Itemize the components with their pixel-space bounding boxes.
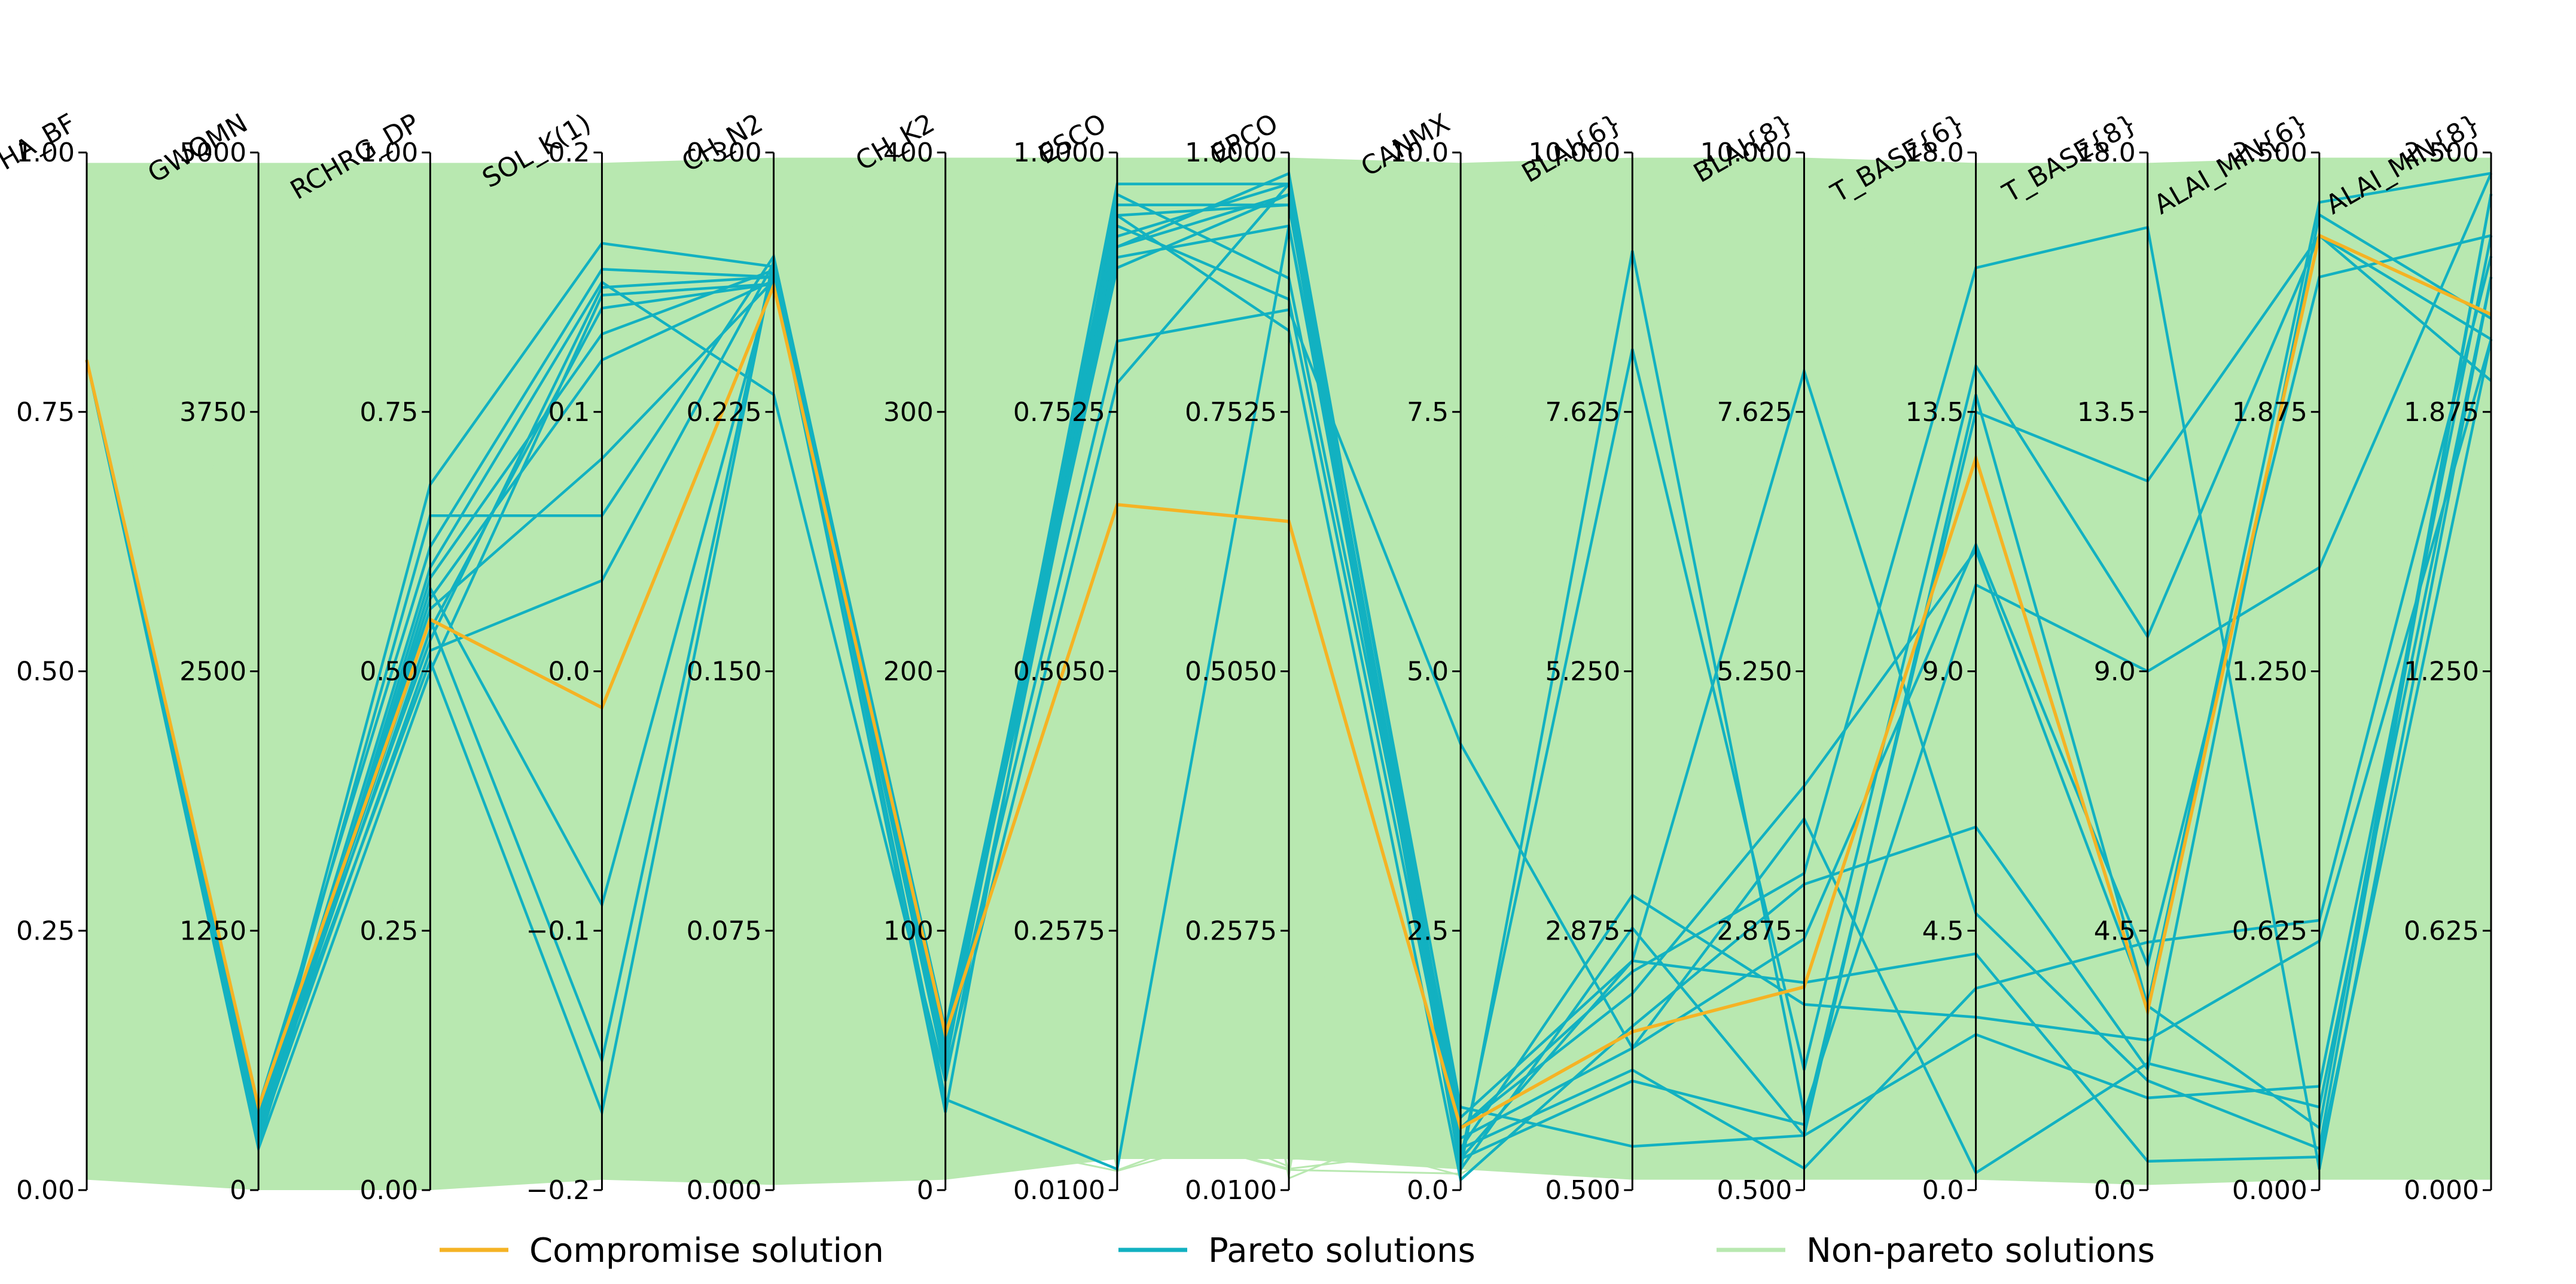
tick-label: 1.0000 xyxy=(1185,138,1277,168)
tick-label: −0.2 xyxy=(526,1175,590,1206)
tick-label: 10.0 xyxy=(1390,138,1449,168)
tick-label: 13.5 xyxy=(2077,397,2136,428)
tick-label: 1.00 xyxy=(16,138,75,168)
tick-label: 1.875 xyxy=(2232,397,2307,428)
tick-label: 0.0100 xyxy=(1013,1175,1105,1206)
tick-label: −0.1 xyxy=(526,916,590,946)
tick-label: 300 xyxy=(883,397,934,428)
tick-label: 0 xyxy=(230,1175,246,1206)
tick-label: 0.25 xyxy=(359,916,418,946)
tick-label: 0.7525 xyxy=(1013,397,1105,428)
tick-label: 200 xyxy=(883,657,934,687)
tick-label: 0.0 xyxy=(548,657,590,687)
tick-label: 0.150 xyxy=(687,657,762,687)
tick-label: 0.000 xyxy=(687,1175,762,1206)
tick-label: 5.250 xyxy=(1545,657,1620,687)
tick-label: 0.1 xyxy=(548,397,590,428)
tick-label: 0.5050 xyxy=(1013,657,1105,687)
tick-label: 100 xyxy=(883,916,934,946)
tick-label: 0.500 xyxy=(1717,1175,1792,1206)
tick-label: 18.0 xyxy=(2077,138,2136,168)
tick-label: 4.5 xyxy=(2094,916,2136,946)
tick-label: 2500 xyxy=(179,657,246,687)
tick-label: 5000 xyxy=(179,138,246,168)
tick-label: 0.0 xyxy=(2094,1175,2136,1206)
tick-label: 0.75 xyxy=(16,397,75,428)
tick-label: 0.625 xyxy=(2232,916,2307,946)
tick-label: 0 xyxy=(917,1175,934,1206)
tick-label: 7.625 xyxy=(1545,397,1620,428)
legend-label-compromise: Compromise solution xyxy=(529,1231,884,1270)
tick-label: 2.5 xyxy=(1407,916,1449,946)
tick-label: 0.2575 xyxy=(1013,916,1105,946)
tick-label: 0.000 xyxy=(2232,1175,2307,1206)
tick-label: 10.000 xyxy=(1528,138,1620,168)
tick-label: 18.0 xyxy=(1906,138,1964,168)
tick-label: 4.5 xyxy=(1922,916,1964,946)
tick-label: 10.000 xyxy=(1700,138,1792,168)
tick-label: 5.0 xyxy=(1407,657,1449,687)
tick-label: 0.300 xyxy=(687,138,762,168)
tick-label: 1.875 xyxy=(2404,397,2479,428)
tick-label: 1.250 xyxy=(2404,657,2479,687)
legend-label-non-pareto: Non-pareto solutions xyxy=(1806,1231,2155,1270)
tick-label: 0.50 xyxy=(359,657,418,687)
tick-label: 0.5050 xyxy=(1185,657,1277,687)
tick-label: 7.5 xyxy=(1407,397,1449,428)
tick-label: 9.0 xyxy=(2094,657,2136,687)
tick-label: 0.00 xyxy=(16,1175,75,1206)
tick-label: 0.0100 xyxy=(1185,1175,1277,1206)
tick-label: 0.00 xyxy=(359,1175,418,1206)
tick-label: 2.875 xyxy=(1545,916,1620,946)
tick-label: 1250 xyxy=(179,916,246,946)
tick-label: 0.25 xyxy=(16,916,75,946)
tick-label: 0.50 xyxy=(16,657,75,687)
tick-label: 0.225 xyxy=(687,397,762,428)
tick-label: 5.250 xyxy=(1717,657,1792,687)
tick-label: 0.7525 xyxy=(1185,397,1277,428)
tick-label: 9.0 xyxy=(1922,657,1964,687)
tick-label: 0.075 xyxy=(687,916,762,946)
tick-label: 400 xyxy=(883,138,934,168)
tick-label: 0.000 xyxy=(2404,1175,2479,1206)
tick-label: 3750 xyxy=(179,397,246,428)
tick-label: 1.00 xyxy=(359,138,418,168)
tick-label: 0.500 xyxy=(1545,1175,1620,1206)
tick-label: 2.500 xyxy=(2404,138,2479,168)
legend: Compromise solution Pareto solutions Non… xyxy=(440,1231,2155,1270)
tick-label: 0.0 xyxy=(1922,1175,1964,1206)
tick-label: 0.2 xyxy=(548,138,590,168)
tick-label: 0.625 xyxy=(2404,916,2479,946)
tick-label: 2.500 xyxy=(2232,138,2307,168)
tick-label: 7.625 xyxy=(1717,397,1792,428)
tick-label: 0.2575 xyxy=(1185,916,1277,946)
tick-label: 1.0000 xyxy=(1013,138,1105,168)
tick-label: 13.5 xyxy=(1906,397,1964,428)
tick-label: 0.0 xyxy=(1407,1175,1449,1206)
tick-label: 0.75 xyxy=(359,397,418,428)
legend-label-pareto: Pareto solutions xyxy=(1208,1231,1476,1270)
tick-label: 1.250 xyxy=(2232,657,2307,687)
tick-label: 2.875 xyxy=(1717,916,1792,946)
